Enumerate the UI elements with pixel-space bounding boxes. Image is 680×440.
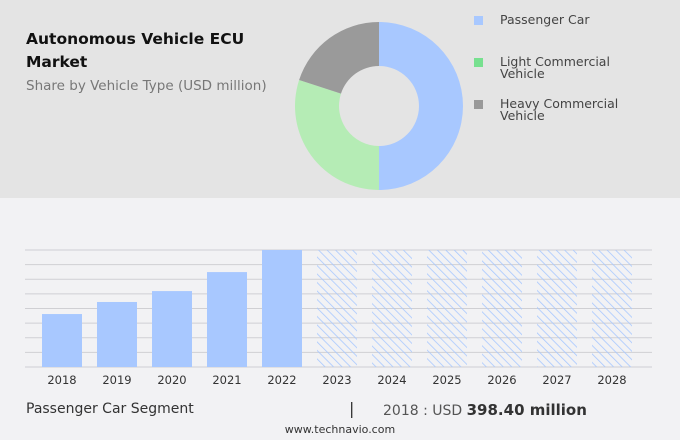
legend-label: Passenger Car <box>500 12 590 27</box>
legend-swatch <box>474 100 483 109</box>
forecast-bar-2024 <box>372 250 412 367</box>
chart-subtitle: Share by Vehicle Type (USD million) <box>26 78 267 94</box>
forecast-bar-2023 <box>317 250 357 367</box>
segment-label: Passenger Car Segment <box>26 401 194 417</box>
bar-2018 <box>42 314 82 367</box>
x-tick-label: 2022 <box>267 373 296 387</box>
forecast-bar-2027 <box>537 250 577 367</box>
forecast-bar-2026 <box>482 250 522 367</box>
legend-item-light-commercial: Light Commercial Vehicle <box>474 54 654 81</box>
bar-2022 <box>262 250 302 367</box>
segment-value: 2018 : USD 398.40 million <box>383 401 587 419</box>
value-text: 398.40 million <box>466 401 587 419</box>
x-tick-label: 2019 <box>102 373 131 387</box>
legend-swatch <box>474 16 483 25</box>
x-tick-label: 2024 <box>377 373 406 387</box>
legend-label: Light Commercial Vehicle <box>500 54 610 81</box>
footer-separator: | <box>349 399 355 418</box>
bar-2021 <box>207 272 247 367</box>
donut-slice-light-commercial-vehicle <box>295 80 379 190</box>
x-tick-label: 2027 <box>542 373 571 387</box>
legend-item-heavy-commercial: Heavy Commercial Vehicle <box>474 96 654 123</box>
forecast-bar-2028 <box>592 250 632 367</box>
bar-2020 <box>152 291 192 367</box>
chart-title: Autonomous Vehicle ECU Market <box>26 30 245 71</box>
donut-slice-passenger-car <box>379 22 463 190</box>
forecast-bar-2025 <box>427 250 467 367</box>
bar-2019 <box>97 301 137 367</box>
x-tick-label: 2026 <box>487 373 516 387</box>
site-url: www.technavio.com <box>284 423 396 436</box>
x-tick-label: 2025 <box>432 373 461 387</box>
x-tick-label: 2021 <box>212 373 241 387</box>
donut-slice-heavy-commercial-vehicle <box>299 21 379 94</box>
legend-label: Heavy Commercial Vehicle <box>500 96 619 123</box>
x-tick-label: 2020 <box>157 373 186 387</box>
legend-swatch <box>474 58 483 67</box>
year-label: 2018 : USD <box>383 403 463 419</box>
x-tick-label: 2023 <box>322 373 351 387</box>
legend-item-passenger-car: Passenger Car <box>474 12 590 27</box>
x-tick-label: 2018 <box>47 373 76 387</box>
x-tick-label: 2028 <box>597 373 626 387</box>
